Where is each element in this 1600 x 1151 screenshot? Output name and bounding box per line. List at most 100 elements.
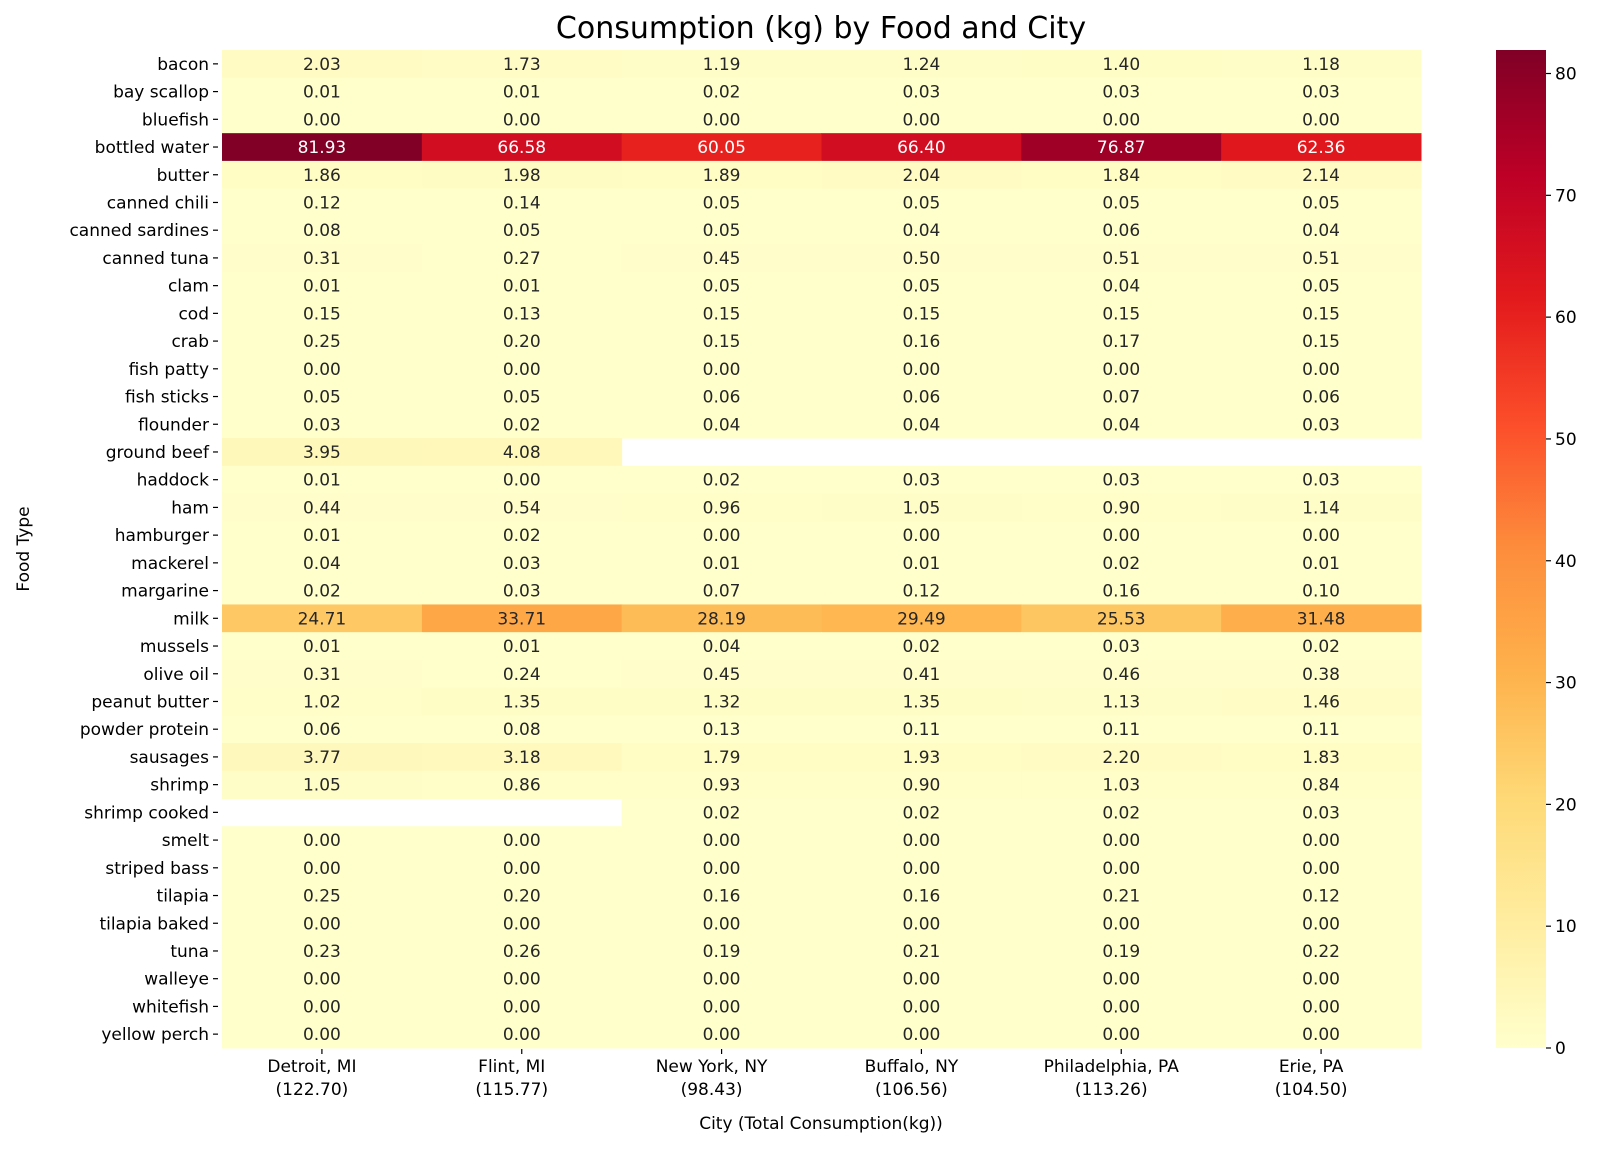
heatmap-cell — [821, 549, 1022, 578]
y-tick-label: peanut butter — [91, 692, 209, 712]
x-tick-label-total: (104.50) — [1275, 1080, 1348, 1100]
heatmap-cell — [821, 493, 1022, 522]
cell-value-label: 0.13 — [503, 304, 541, 324]
heatmap-cell — [821, 937, 1022, 966]
heatmap-cell — [1221, 826, 1422, 855]
heatmap-cell — [621, 881, 822, 910]
heatmap-cell — [222, 1020, 423, 1049]
heatmap-cell — [222, 438, 423, 467]
heatmap-cell — [621, 687, 822, 716]
heatmap-cell — [621, 188, 822, 217]
cell-value-label: 1.89 — [703, 166, 741, 186]
heatmap-cell — [621, 909, 822, 938]
heatmap-cell — [1021, 743, 1222, 772]
cell-value-label: 0.45 — [703, 249, 741, 269]
heatmap-cell — [1221, 549, 1422, 578]
heatmap-cell — [1021, 382, 1222, 411]
cell-value-label: 0.51 — [1302, 249, 1340, 269]
heatmap-cell — [1221, 576, 1422, 605]
cell-value-label: 0.00 — [902, 1025, 940, 1045]
heatmap-cell — [421, 964, 623, 994]
heatmap-cell — [1221, 327, 1422, 356]
y-tick-label: cod — [178, 304, 209, 324]
x-tick-label-city: Detroit, MI — [267, 1057, 356, 1077]
heatmap-cell — [421, 465, 623, 495]
cell-value-label: 3.95 — [303, 443, 341, 463]
heatmap-cell — [1021, 826, 1222, 855]
heatmap-cell — [621, 77, 822, 106]
cell-value-label: 0.15 — [1302, 304, 1340, 324]
heatmap-cell — [222, 826, 423, 855]
y-tick-label: crab — [171, 332, 209, 352]
cell-value-label: 0.03 — [1102, 83, 1140, 103]
heatmap-cell — [621, 244, 822, 273]
y-tick-label: canned chili — [107, 193, 209, 213]
cell-value-label: 0.06 — [1102, 221, 1140, 241]
heatmap-cell — [1021, 50, 1222, 79]
heatmap-cell — [222, 327, 423, 356]
y-tick-label: powder protein — [80, 720, 209, 740]
cell-value-label: 0.14 — [503, 193, 541, 213]
colorbar-tick-label: 80 — [1555, 65, 1577, 85]
heatmap-cell — [421, 327, 623, 356]
cell-value-label: 0.20 — [503, 887, 541, 907]
y-tick-label: tilapia — [157, 887, 209, 907]
heatmap-cell — [421, 715, 623, 744]
heatmap-cell — [621, 382, 822, 411]
cell-value-label: 0.15 — [1302, 332, 1340, 352]
cell-value-label: 0.00 — [503, 110, 541, 130]
cell-value-label: 66.40 — [897, 138, 946, 158]
y-tick-label: bluefish — [142, 110, 209, 130]
cell-value-label: 0.04 — [902, 415, 940, 435]
heatmap-cell — [421, 770, 623, 799]
heatmap-cell — [1221, 798, 1422, 827]
cell-value-label: 0.00 — [303, 831, 341, 851]
cell-value-label: 4.08 — [503, 443, 541, 463]
colorbar-tick-label: 50 — [1555, 430, 1577, 450]
cell-value-label: 0.08 — [503, 720, 541, 740]
colorbar-tick-label: 70 — [1555, 186, 1577, 206]
cell-value-label: 1.03 — [1102, 776, 1140, 796]
cell-value-label: 0.00 — [303, 859, 341, 879]
heatmap-cell — [821, 604, 1022, 633]
heatmap-cell — [1221, 50, 1422, 79]
cell-value-label: 0.02 — [1302, 637, 1340, 657]
cell-value-label: 1.02 — [303, 692, 341, 712]
colorbar-tick-label: 20 — [1555, 795, 1577, 815]
heatmap-cell — [1221, 992, 1422, 1021]
cell-value-label: 0.00 — [703, 859, 741, 879]
cell-value-label: 0.02 — [902, 803, 940, 823]
heatmap-cell — [1221, 133, 1422, 162]
heatmap-cell — [821, 798, 1022, 827]
cell-value-label: 0.06 — [902, 388, 940, 408]
cell-value-label: 0.00 — [503, 360, 541, 380]
y-tick-label: mussels — [140, 637, 209, 657]
cell-value-label: 0.00 — [703, 831, 741, 851]
cell-value-label: 0.05 — [503, 221, 541, 241]
heatmap-cell — [222, 188, 423, 217]
heatmap-cell — [421, 853, 623, 883]
heatmap-cell — [821, 576, 1022, 605]
y-tick-label: canned tuna — [102, 249, 209, 269]
heatmap-cell — [222, 715, 423, 744]
cell-value-label: 76.87 — [1097, 138, 1146, 158]
heatmap-cell — [222, 576, 423, 605]
cell-value-label: 0.04 — [1302, 221, 1340, 241]
heatmap-cell — [222, 687, 423, 716]
cell-value-label: 0.04 — [703, 415, 741, 435]
cell-value-label: 0.00 — [703, 914, 741, 934]
cell-value-label: 0.31 — [303, 249, 341, 269]
cell-value-label: 0.25 — [303, 332, 341, 352]
cell-value-label: 0.03 — [503, 582, 541, 602]
heatmap-cell — [821, 105, 1022, 134]
heatmap-cell — [621, 715, 822, 744]
cell-value-label: 1.24 — [902, 55, 940, 75]
y-tick-label: ground beef — [106, 443, 210, 463]
cell-value-label: 0.15 — [703, 304, 741, 324]
heatmap-cell — [1221, 465, 1422, 495]
cell-value-label: 0.90 — [902, 776, 940, 796]
cell-value-label: 2.04 — [902, 166, 940, 186]
cell-value-label: 0.05 — [902, 193, 940, 213]
heatmap-cell — [222, 770, 423, 799]
heatmap-cell — [621, 410, 822, 439]
